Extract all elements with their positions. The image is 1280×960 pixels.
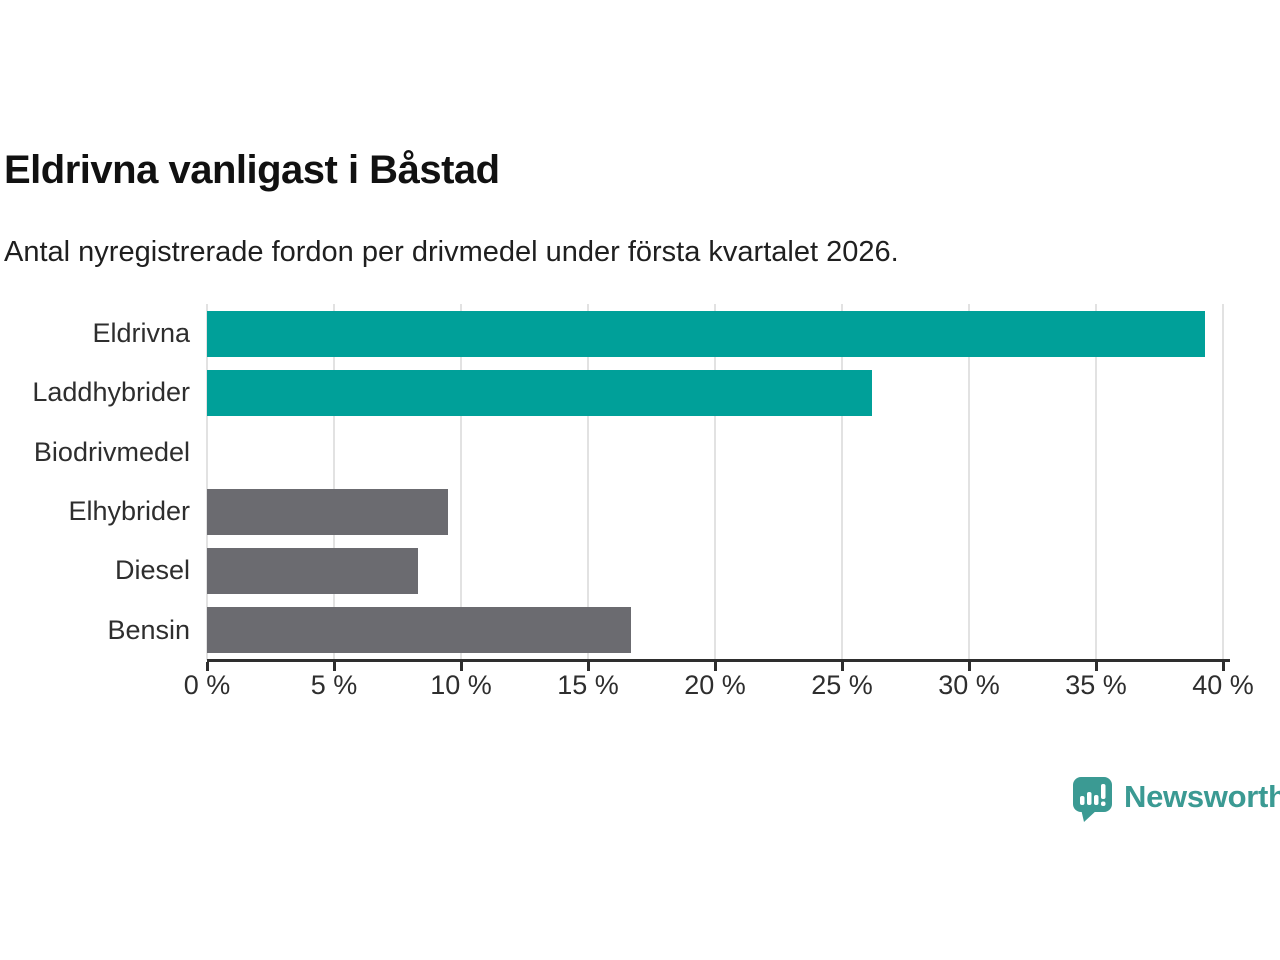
logo-wordmark: Newsworthy	[1124, 779, 1280, 814]
bar-chart-speech-bubble-icon	[1072, 776, 1116, 829]
plot-area: Eldrivna Laddhybrider Biodrivmedel Elhybrid…	[32, 304, 1224, 660]
x-axis-tick	[1222, 662, 1225, 671]
x-axis-tick-label: 25 %	[811, 670, 873, 700]
newsworthy-logo: Newsworthy	[1072, 776, 1280, 829]
x-axis-tick-label: 20 %	[684, 670, 746, 700]
gridline	[333, 304, 335, 660]
bar-diesel	[207, 547, 418, 594]
x-axis-tick-label: 30 %	[938, 670, 1000, 700]
gridline	[587, 304, 589, 660]
gridline	[1095, 304, 1097, 660]
category-label-diesel: Diesel	[114, 555, 190, 586]
gridline	[841, 304, 843, 660]
x-axis-tick	[460, 662, 463, 671]
chart-subtitle: Antal nyregistrerade fordon per drivmede…	[4, 236, 899, 268]
x-axis-tick	[1095, 662, 1098, 671]
x-axis-tick-label: 40 %	[1192, 670, 1254, 700]
x-axis-tick	[587, 662, 590, 671]
x-axis-tick-label: 10 %	[430, 670, 492, 700]
chart-title: Eldrivna vanligast i Båstad	[4, 148, 500, 192]
category-label-laddhybrider: Laddhybrider	[32, 377, 190, 408]
gridline	[206, 304, 208, 660]
bar-bensin	[207, 607, 632, 654]
x-axis-tick	[841, 662, 844, 671]
category-label-elhybrider: Elhybrider	[68, 496, 190, 526]
bar-row: Diesel	[115, 541, 1223, 600]
bar-row: Laddhybrider	[32, 363, 1223, 422]
gridline	[714, 304, 716, 660]
x-axis-tick-label: 35 %	[1065, 670, 1127, 700]
gridline	[1222, 304, 1224, 660]
x-axis-tick	[206, 662, 209, 671]
bar-eldrivna	[207, 310, 1206, 357]
x-axis-tick	[968, 662, 971, 671]
x-axis-line	[207, 659, 1230, 662]
x-axis-tick	[714, 662, 717, 671]
bar-row: Biodrivmedel	[34, 423, 1223, 482]
bar-row: Bensin	[107, 601, 1223, 660]
category-label-bensin: Bensin	[107, 614, 190, 645]
category-label-eldrivna: Eldrivna	[92, 318, 190, 348]
gridline	[968, 304, 970, 660]
bar-row: Eldrivna	[92, 304, 1223, 363]
bar-elhybrider	[207, 488, 449, 535]
x-axis-tick-label: 15 %	[557, 670, 619, 700]
bar-row: Elhybrider	[68, 482, 1223, 541]
x-axis-tick-label: 0 %	[183, 670, 231, 700]
bar-laddhybrider	[207, 369, 873, 416]
category-label-biodrivmedel: Biodrivmedel	[33, 436, 190, 467]
x-axis-tick-label: 5 %	[310, 670, 358, 700]
gridline	[460, 304, 462, 660]
x-axis-tick	[333, 662, 336, 671]
